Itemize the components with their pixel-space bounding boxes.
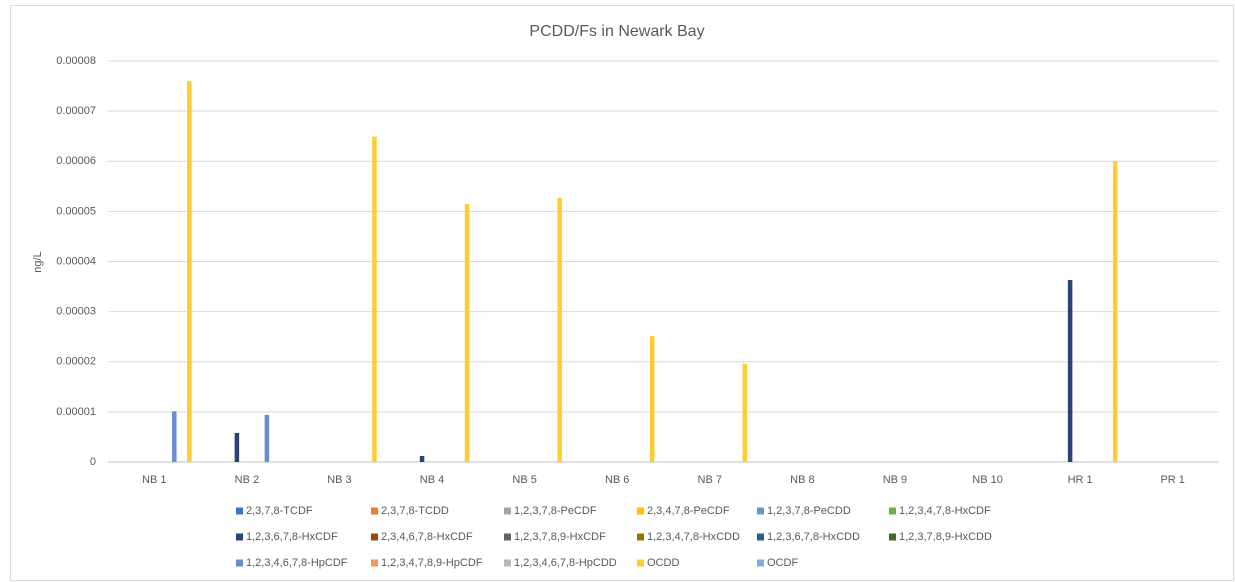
x-tick-label: NB 7: [698, 474, 722, 486]
bar: [264, 414, 270, 462]
legend-label: 1,2,3,4,7,8,9-HpCDF: [381, 557, 483, 569]
bar: [742, 363, 748, 462]
legend-label: 2,3,7,8-TCDD: [381, 505, 449, 517]
y-tick-label: 0.00004: [56, 255, 96, 267]
x-tick-label: NB 6: [605, 474, 629, 486]
legend-swatch: [757, 507, 764, 515]
x-tick-label: NB 4: [420, 474, 444, 486]
y-tick-label: 0.00006: [56, 155, 96, 167]
legend-swatch: [371, 533, 378, 541]
x-tick-label: NB 5: [512, 474, 536, 486]
legend-label: OCDD: [647, 557, 679, 569]
x-tick-label: NB 1: [142, 474, 166, 486]
y-tick-label: 0: [90, 456, 96, 468]
legend-label: 2,3,4,6,7,8-HxCDF: [381, 531, 473, 543]
legend-swatch: [757, 559, 764, 567]
y-tick-label: 0.00005: [56, 205, 96, 217]
legend-label: 1,2,3,7,8-PeCDF: [514, 505, 597, 517]
legend-swatch: [236, 559, 243, 567]
legend-swatch: [637, 559, 644, 567]
legend-swatch: [504, 559, 511, 567]
legend-label: 1,2,3,6,7,8-HxCDD: [767, 531, 860, 543]
legend-label: 1,2,3,6,7,8-HxCDF: [246, 531, 338, 543]
x-tick-label: NB 8: [790, 474, 814, 486]
chart-title: PCDD/Fs in Newark Bay: [529, 23, 704, 40]
legend-label: 1,2,3,4,7,8-HxCDF: [899, 505, 991, 517]
legend-swatch: [637, 533, 644, 541]
legend-label: 1,2,3,7,8,9-HxCDF: [514, 531, 606, 543]
y-tick-label: 0.00003: [56, 306, 96, 318]
legend-label: 1,2,3,7,8,9-HxCDD: [899, 531, 992, 543]
y-tick-label: 0.00007: [56, 105, 96, 117]
bar: [1067, 280, 1073, 462]
x-tick-label: NB 10: [972, 474, 1003, 486]
legend-swatch: [504, 533, 511, 541]
legend-label: 1,2,3,7,8-PeCDD: [767, 505, 851, 517]
bar: [649, 336, 655, 462]
legend-swatch: [637, 507, 644, 515]
x-tick-label: PR 1: [1160, 474, 1184, 486]
bar: [557, 197, 562, 462]
legend-label: 1,2,3,4,7,8-HxCDD: [647, 531, 740, 543]
legend-label: OCDF: [767, 557, 798, 569]
legend-swatch: [757, 533, 764, 541]
legend-label: 2,3,7,8-TCDF: [246, 505, 313, 517]
y-tick-label: 0.00002: [56, 356, 96, 368]
legend-swatch: [889, 507, 896, 515]
legend-label: 2,3,4,7,8-PeCDF: [647, 505, 730, 517]
x-tick-label: NB 9: [883, 474, 907, 486]
y-tick-label: 0.00001: [56, 406, 96, 418]
bar: [419, 455, 425, 462]
bar: [234, 432, 240, 462]
x-tick-label: NB 2: [235, 474, 259, 486]
legend-swatch: [889, 533, 896, 541]
chart-area: [10, 5, 1234, 581]
bar: [172, 411, 177, 462]
x-tick-label: NB 3: [327, 474, 351, 486]
legend-swatch: [371, 507, 378, 515]
bar: [187, 81, 192, 463]
legend-swatch: [236, 533, 243, 541]
bar: [372, 136, 377, 462]
legend-label: 1,2,3,4,6,7,8-HpCDF: [246, 557, 348, 569]
legend-label: 1,2,3,4,6,7,8-HpCDD: [514, 557, 617, 569]
bar: [464, 203, 470, 462]
y-axis-label: ng/L: [32, 251, 44, 272]
x-tick-label: HR 1: [1068, 474, 1093, 486]
legend-swatch: [236, 507, 243, 515]
y-tick-label: 0.00008: [56, 55, 96, 67]
bar: [1112, 161, 1118, 462]
legend-swatch: [504, 507, 511, 515]
legend-swatch: [371, 559, 378, 567]
